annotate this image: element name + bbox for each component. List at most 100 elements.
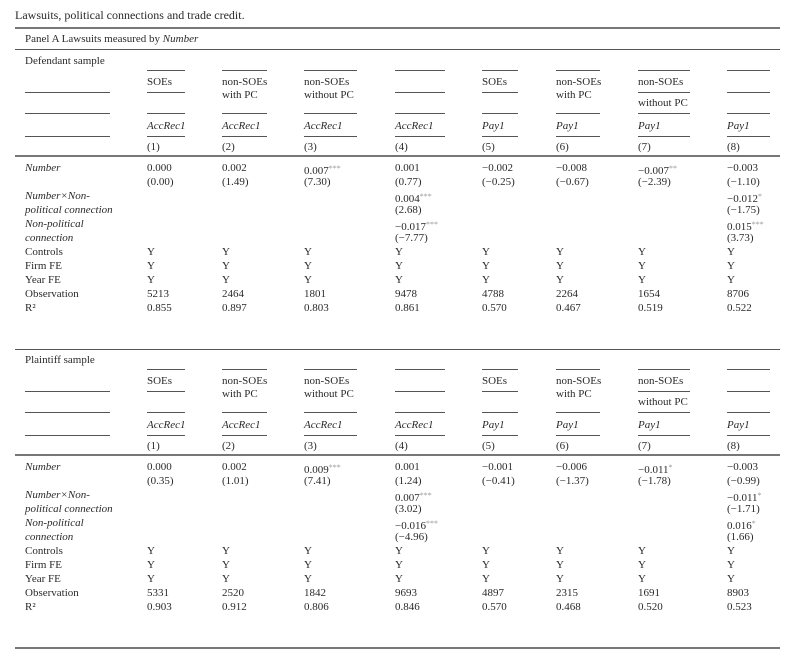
stat-value: Y [222,573,230,585]
panel-bottom-rule [15,647,780,649]
stat-value: 0.846 [395,601,420,613]
stat-value: Y [395,274,403,286]
stat-value: 9478 [395,288,417,300]
row-label: Number×Non- [25,190,90,202]
row-label: connection [25,232,74,244]
stat-value: Y [395,573,403,585]
stat-value: 2315 [556,587,578,599]
stat-value: Y [727,559,735,571]
column-number: (6) [556,141,569,153]
column-number: (7) [638,141,651,153]
column-group: non-SOEs [222,76,268,88]
header-rule [727,412,770,413]
coefficient: −0.016*** [395,519,438,532]
stat-value: 0.903 [147,601,172,613]
column-group: SOEs [147,76,173,88]
stat-value: Y [304,573,312,585]
sample-label: Defendant sample [25,55,105,67]
column-group: with PC [222,89,258,101]
panel-title-text: Panel A Lawsuits measured by [25,33,163,45]
stat-value: 0.803 [304,302,329,314]
stat-value: Y [147,274,155,286]
t-statistic: (1.24) [395,475,422,487]
header-rule [727,391,770,392]
coefficient: 0.016* [727,519,756,532]
stat-value: Y [147,260,155,272]
header-rule [556,136,600,137]
header-rule [304,435,357,436]
header-rule [482,92,518,93]
row-label: Non-political [25,517,84,529]
dependent-variable: AccRec1 [147,419,186,431]
stat-value: 4897 [482,587,504,599]
stat-value: Y [556,246,564,258]
header-rule [482,113,518,114]
t-statistic: (1.49) [222,176,249,188]
t-statistic: (3.73) [727,232,754,244]
row-label: connection [25,531,74,543]
column-number: (3) [304,440,317,452]
dependent-variable: Pay1 [727,419,750,431]
t-statistic: (−2.39) [638,176,671,188]
header-rule [556,412,600,413]
column-group: without PC [304,388,354,400]
stat-value: 4788 [482,288,504,300]
row-label: Number [25,162,61,174]
coefficient: 0.002 [222,461,247,473]
stat-value: Y [727,545,735,557]
column-group: non-SOEs [638,375,684,387]
stat-label: Year FE [25,274,61,286]
column-group: SOEs [147,375,173,387]
panel-plaintiff: Plaintiff sample SOEs AccRec1 (1) non-SOEs wi… [0,299,799,649]
header-rule [482,391,518,392]
coefficient: −0.002 [482,162,513,174]
stat-value: Y [147,559,155,571]
panel-title: Panel A Lawsuits measured by Number [25,33,198,46]
header-rule [638,412,690,413]
stat-value: 0.861 [395,302,420,314]
coefficient: 0.000 [147,461,172,473]
top-rule [15,27,780,29]
stat-value: Y [482,274,490,286]
panel-bottom-rule [15,349,780,350]
column-group: without PC [304,89,354,101]
header-rule [482,412,518,413]
t-statistic: (2.68) [395,204,422,216]
stat-label: Controls [25,246,63,258]
dependent-variable: Pay1 [482,120,505,132]
column-group: non-SOEs [222,375,268,387]
t-statistic: (0.00) [147,176,174,188]
stat-value: 0.570 [482,302,507,314]
column-group: non-SOEs [556,375,602,387]
header-rule [222,435,267,436]
significance-stars: *** [425,519,438,528]
stat-value: Y [222,274,230,286]
header-rule [395,412,445,413]
stat-value: Y [304,246,312,258]
significance-stars: ** [668,164,677,173]
t-statistic: (0.77) [395,176,422,188]
column-number: (8) [727,141,740,153]
stat-value: Y [727,573,735,585]
stat-value: Y [222,559,230,571]
column-number: (4) [395,141,408,153]
stat-label: R² [25,302,36,314]
stat-value: 0.806 [304,601,329,613]
column-group: with PC [222,388,258,400]
dependent-variable: Pay1 [727,120,750,132]
header-rule [638,92,690,93]
stat-value: Y [222,545,230,557]
column-number: (4) [395,440,408,452]
coefficient: 0.007*** [395,491,432,504]
stat-value: Y [638,274,646,286]
stat-value: 0.897 [222,302,247,314]
column-group: SOEs [482,375,508,387]
column-group: with PC [556,388,592,400]
header-rule [25,435,110,436]
coefficient: −0.012* [727,192,762,205]
header-rule [556,435,600,436]
stat-value: Y [395,246,403,258]
header-rule [25,136,110,137]
panel-title-rule [15,49,780,50]
t-statistic: (−0.67) [556,176,589,188]
